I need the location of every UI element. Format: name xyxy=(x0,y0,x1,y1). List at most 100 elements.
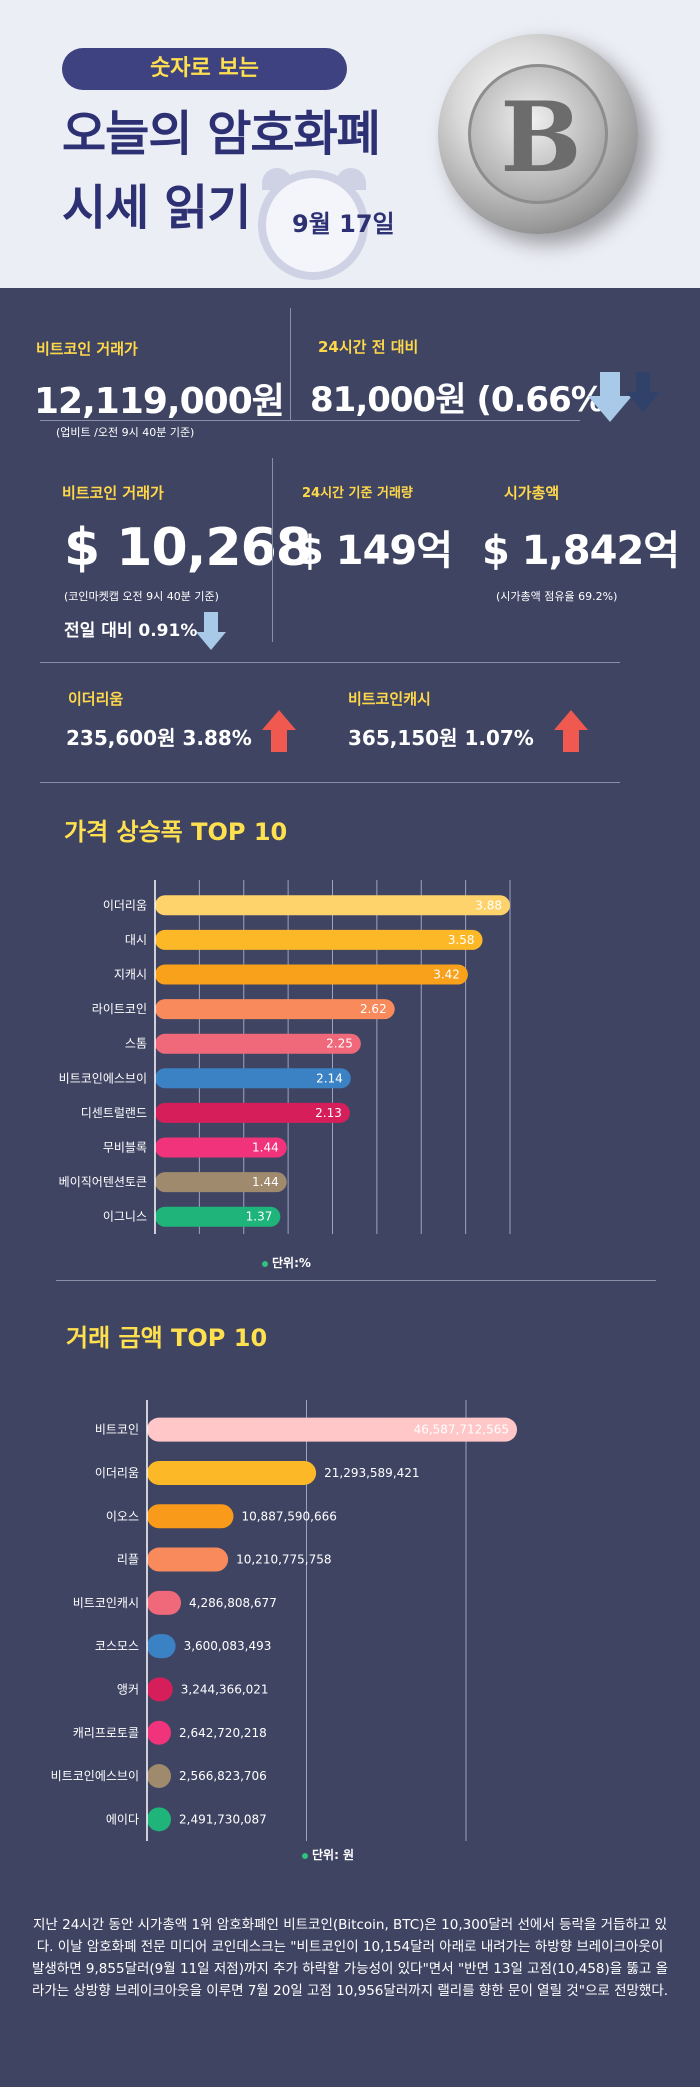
price-gain-chart: 이더리움 3.88 대시 3.58 지캐시 3.42 라이트코인 2.62 스톰 2.25 비트코인… xyxy=(59,880,511,1234)
data-label: 3.42 xyxy=(433,968,460,982)
data-label: 21,293,589,421 xyxy=(324,1466,419,1480)
category-label: 라이트코인 xyxy=(92,1002,147,1016)
data-label: 3,244,366,021 xyxy=(181,1682,269,1696)
data-label: 2.14 xyxy=(316,1071,343,1085)
bch-label: 비트코인캐시 xyxy=(348,690,431,708)
data-label: 3,600,083,493 xyxy=(184,1639,272,1653)
bar xyxy=(147,1807,171,1832)
page-title-line2: 시세 읽기 xyxy=(62,180,251,236)
btc-krw-value: 12,119,000원 xyxy=(34,381,285,422)
bar xyxy=(147,1720,171,1745)
data-label: 10,210,775,758 xyxy=(236,1553,331,1567)
bar xyxy=(155,929,483,950)
category-label: 디센트럴랜드 xyxy=(81,1106,147,1120)
data-label: 46,587,712,565 xyxy=(414,1423,509,1437)
bar xyxy=(155,1033,361,1054)
category-label: 비트코인캐시 xyxy=(73,1596,139,1610)
volume-label: 24시간 기준 거래량 xyxy=(302,486,413,501)
data-label: 3.58 xyxy=(448,933,475,947)
alarm-clock-icon xyxy=(258,170,368,280)
bar xyxy=(155,1068,351,1089)
data-label: 2.13 xyxy=(315,1106,342,1120)
arrow-up-icon-2 xyxy=(554,710,588,752)
category-label: 에이다 xyxy=(106,1812,139,1826)
bar xyxy=(147,1634,176,1659)
divider-vertical-2 xyxy=(272,458,273,642)
btc-usd-change: 전일 대비 0.91% xyxy=(64,621,198,641)
summary-paragraph: 지난 24시간 동안 시가총액 1위 암호화폐인 비트코인(Bitcoin, B… xyxy=(31,1917,669,1999)
mcap-note: (시가총액 점유율 69.2%) xyxy=(496,590,618,603)
btc-usd-label: 비트코인 거래가 xyxy=(62,484,164,502)
data-label: 2,491,730,087 xyxy=(179,1812,267,1826)
bar xyxy=(155,1172,287,1193)
data-label: 3.88 xyxy=(475,898,502,912)
mcap-value: $ 1,842억 xyxy=(482,528,680,574)
bar xyxy=(155,1206,281,1227)
divider-horizontal-2 xyxy=(40,662,620,663)
change24-value: 81,000원 (0.66%) xyxy=(310,380,619,420)
data-label: 4,286,808,677 xyxy=(189,1596,277,1610)
data-label: 10,887,590,666 xyxy=(241,1509,336,1523)
bar xyxy=(147,1764,171,1789)
bch-value: 365,150원 1.07% xyxy=(348,726,534,750)
divider-horizontal-1 xyxy=(40,420,580,421)
btc-usd-value: $ 10,268 xyxy=(64,518,312,578)
bar xyxy=(155,999,395,1020)
category-label: 무비블록 xyxy=(103,1141,147,1155)
data-label: 2,642,720,218 xyxy=(179,1726,267,1740)
divider-horizontal-3 xyxy=(40,782,620,783)
change24-label: 24시간 전 대비 xyxy=(318,338,419,356)
category-label: 지캐시 xyxy=(114,968,147,982)
bar xyxy=(155,1137,287,1158)
bar xyxy=(155,1102,350,1123)
category-label: 앵커 xyxy=(117,1682,139,1696)
category-label: 대시 xyxy=(125,933,147,947)
volume-value: $ 149억 xyxy=(296,528,453,574)
eth-value: 235,600원 3.88% xyxy=(66,726,252,750)
category-label: 베이직어텐션토큰 xyxy=(59,1175,147,1189)
eth-label: 이더리움 xyxy=(68,690,124,708)
chart2-title: 거래 금액 TOP 10 xyxy=(66,1324,268,1352)
chart1-title: 가격 상승폭 TOP 10 xyxy=(64,818,288,846)
header: 숫자로 보는 오늘의 암호화폐 시세 읽기 9월 17일 B xyxy=(0,0,700,288)
data-label: 2,566,823,706 xyxy=(179,1769,267,1783)
data-label: 2.62 xyxy=(360,1002,387,1016)
data-label: 1.37 xyxy=(246,1210,273,1224)
chart1-unit: 단위:% xyxy=(262,1254,311,1271)
category-label: 이그니스 xyxy=(103,1210,147,1224)
mcap-label: 시가총액 xyxy=(504,484,560,502)
arrow-up-icon xyxy=(262,710,296,752)
category-label: 스톰 xyxy=(125,1037,147,1051)
trade-volume-chart: 비트코인 46,587,712,565 이더리움 21,293,589,421 이오스 1… xyxy=(51,1400,517,1841)
bitcoin-coin-icon: B xyxy=(438,34,638,234)
bar xyxy=(147,1590,182,1615)
category-label: 비트코인에스브이 xyxy=(59,1071,147,1085)
category-label: 코스모스 xyxy=(95,1639,139,1653)
btc-krw-note: (업비트 /오전 9시 40분 기준) xyxy=(56,426,195,439)
category-label: 이오스 xyxy=(106,1509,139,1523)
bar xyxy=(147,1677,173,1702)
category-label: 리플 xyxy=(117,1553,139,1567)
chart2-unit: 단위: 원 xyxy=(302,1846,354,1863)
date-label: 9월 17일 xyxy=(292,210,395,238)
data-label: 1.44 xyxy=(252,1141,279,1155)
category-label: 비트코인 xyxy=(95,1423,139,1437)
divider-horizontal-4 xyxy=(56,1280,656,1281)
bar xyxy=(155,964,468,985)
category-label: 비트코인에스브이 xyxy=(51,1769,139,1783)
btc-usd-note: (코인마켓캡 오전 9시 40분 기준) xyxy=(64,590,219,603)
bar xyxy=(147,1417,517,1442)
data-label: 2.25 xyxy=(326,1037,353,1051)
page-title-line1: 오늘의 암호화폐 xyxy=(62,106,381,162)
category-label: 이더리움 xyxy=(103,898,147,912)
arrow-down-small-icon xyxy=(196,612,226,650)
bar xyxy=(147,1547,229,1572)
category-label: 이더리움 xyxy=(95,1466,139,1480)
bar xyxy=(155,895,510,916)
category-label: 캐리프로토콜 xyxy=(73,1726,139,1740)
btc-krw-label: 비트코인 거래가 xyxy=(36,340,138,358)
bar xyxy=(147,1504,234,1529)
header-pill: 숫자로 보는 xyxy=(62,48,347,90)
arrow-down-icon xyxy=(588,372,660,422)
bar xyxy=(147,1460,317,1485)
